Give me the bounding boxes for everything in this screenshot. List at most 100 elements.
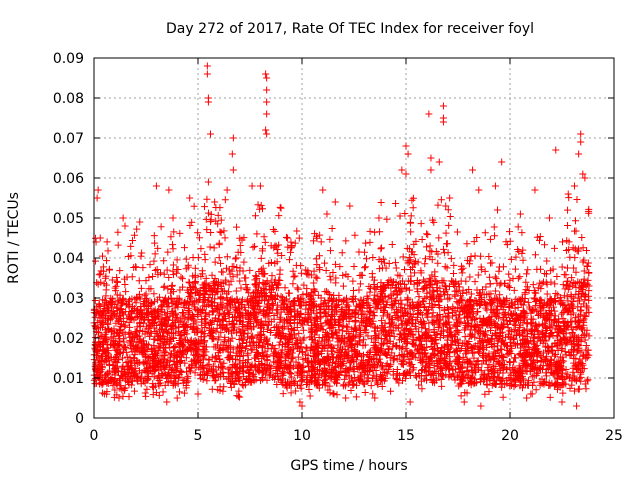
data-point [389, 343, 397, 351]
data-point [293, 284, 301, 292]
data-point [125, 393, 133, 401]
data-point [524, 266, 532, 274]
data-point [487, 326, 495, 334]
data-point [149, 272, 157, 280]
data-point [268, 301, 276, 309]
data-point [584, 259, 592, 267]
data-point [130, 387, 138, 395]
data-point [463, 348, 471, 356]
data-point [133, 225, 141, 233]
data-point [179, 275, 187, 283]
data-point [585, 269, 593, 277]
data-point [342, 237, 350, 245]
data-point [348, 310, 356, 318]
data-point [177, 273, 185, 281]
data-point [388, 240, 396, 248]
data-point [194, 229, 202, 237]
data-point [495, 263, 503, 271]
data-point [377, 245, 385, 253]
data-point [415, 293, 423, 301]
data-point [290, 273, 298, 281]
data-point [568, 274, 576, 282]
data-point [153, 266, 161, 274]
data-point [275, 212, 283, 220]
data-point [157, 223, 165, 231]
data-point [584, 304, 592, 312]
data-point [201, 203, 209, 211]
data-point [398, 320, 406, 328]
data-point [420, 276, 428, 284]
data-point [277, 204, 285, 212]
data-point [279, 390, 287, 398]
data-point [434, 287, 442, 295]
data-point [552, 351, 560, 359]
data-point [450, 261, 458, 269]
data-point [443, 240, 451, 248]
data-point [507, 255, 515, 263]
data-point [160, 282, 168, 290]
data-point [536, 265, 544, 273]
data-point [516, 273, 524, 281]
data-point [356, 280, 364, 288]
data-point [582, 385, 590, 393]
data-point [432, 278, 440, 286]
data-point [433, 284, 441, 292]
data-point [236, 277, 244, 285]
data-point [419, 366, 427, 374]
data-point [344, 302, 352, 310]
data-point [242, 281, 250, 289]
data-point [522, 278, 530, 286]
data-point [349, 277, 357, 285]
data-point [529, 281, 537, 289]
data-point [253, 334, 261, 342]
data-point [519, 256, 527, 264]
data-point [585, 205, 593, 213]
data-point [180, 244, 188, 252]
data-point [276, 203, 284, 211]
data-point [113, 274, 121, 282]
data-point [486, 259, 494, 267]
data-point [132, 364, 140, 372]
data-point [467, 253, 475, 261]
data-point [362, 239, 370, 247]
data-point [444, 249, 452, 257]
data-point [189, 283, 197, 291]
data-point [368, 270, 376, 278]
data-point [197, 245, 205, 253]
data-point [428, 303, 436, 311]
data-point [321, 259, 329, 267]
data-point [481, 390, 489, 398]
data-point [444, 206, 452, 214]
data-point [438, 382, 446, 390]
data-point [428, 248, 436, 256]
data-point [142, 392, 150, 400]
data-point [302, 266, 310, 274]
data-point [396, 212, 404, 220]
data-point [432, 339, 440, 347]
data-point [506, 276, 514, 284]
data-point [394, 271, 402, 279]
data-point [170, 228, 178, 236]
data-point [150, 232, 158, 240]
data-point [373, 304, 381, 312]
data-point [260, 233, 268, 241]
data-point [561, 348, 569, 356]
data-point [514, 326, 522, 334]
data-point [116, 267, 124, 275]
data-point [295, 234, 303, 242]
data-point [445, 373, 453, 381]
data-point [169, 261, 177, 269]
data-point [581, 330, 589, 338]
data-point [421, 260, 429, 268]
data-point [119, 392, 127, 400]
data-point [558, 346, 566, 354]
data-point [443, 264, 451, 272]
data-point [584, 276, 592, 284]
data-point [506, 237, 514, 245]
data-point [382, 350, 390, 358]
data-point [207, 216, 215, 224]
data-point [293, 227, 301, 235]
data-point [121, 321, 129, 329]
data-point [149, 383, 157, 391]
data-point [246, 266, 254, 274]
